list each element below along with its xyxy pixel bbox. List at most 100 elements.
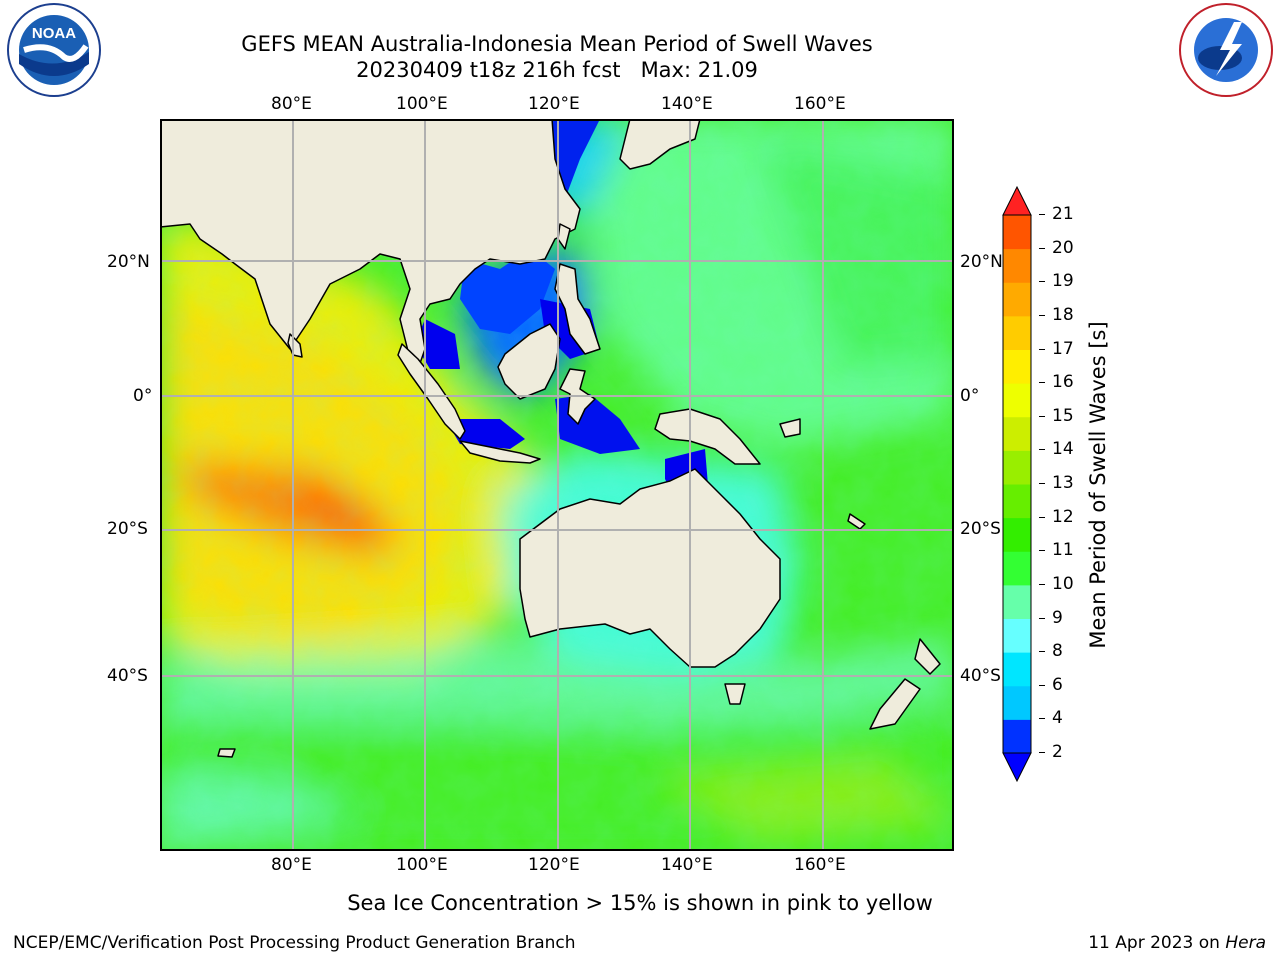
colorbar-segment [1003, 383, 1031, 418]
colorbar-tick-mark [1039, 247, 1045, 249]
colorbar-tick-label: 14 [1052, 439, 1074, 460]
colorbar-tick-mark [1039, 617, 1045, 619]
colorbar-segment [1003, 315, 1031, 350]
colorbar-tick-mark [1039, 516, 1045, 518]
colorbar-segment [1003, 517, 1031, 552]
noaa-logo: NOAA [4, 2, 104, 102]
lat-tick-label: 20°N [960, 252, 1003, 272]
colorbar-tick-mark [1039, 348, 1045, 350]
sumatra [397, 343, 466, 440]
colorbar-tick-label: 19 [1052, 271, 1074, 292]
lon-tick-label: 160°E [794, 855, 846, 875]
lon-tick-label: 80°E [271, 94, 312, 114]
lat-tick-label: 20°N [107, 252, 150, 272]
colorbar-segment [1003, 282, 1031, 317]
lon-tick-label: 80°E [271, 855, 312, 875]
map-frame [160, 119, 954, 851]
new-zealand-north [914, 638, 941, 675]
colorbar-tick-label: 2 [1052, 742, 1063, 762]
colorbar-segment [1003, 551, 1031, 586]
colorbar-segment [1003, 416, 1031, 451]
land [159, 118, 941, 758]
colorbar-tick-label: 10 [1052, 573, 1074, 594]
colorbar-segment [1003, 248, 1031, 283]
pacific-island [779, 418, 801, 438]
colorbar-tick-label: 16 [1052, 372, 1074, 393]
colorbar-tick-label: 21 [1052, 204, 1074, 224]
swell-period-map [159, 118, 954, 855]
colorbar-tick-mark [1039, 483, 1045, 484]
colorbar-frame [1002, 214, 1032, 754]
colorbar-segment [1003, 349, 1031, 384]
colorbar-tick-label: 4 [1052, 708, 1063, 729]
colorbar-tick-label: 18 [1052, 304, 1074, 325]
colorbar-tick-mark [1039, 718, 1045, 720]
lon-tick-label: 140°E [661, 855, 713, 875]
lon-tick-label: 120°E [528, 94, 580, 114]
colorbar-tick-mark [1039, 583, 1045, 585]
colorbar-tick-label: 15 [1052, 405, 1074, 426]
lon-tick-label: 100°E [396, 855, 448, 875]
colorbar-tick-label: 6 [1052, 674, 1063, 695]
colorbar-segment [1003, 584, 1031, 619]
colorbar-segment [1003, 719, 1031, 754]
new-guinea [654, 408, 761, 465]
colorbar-tick-label: 20 [1052, 237, 1074, 258]
colorbar-tick-label: 17 [1052, 338, 1074, 359]
colorbar-segment [1003, 484, 1031, 519]
kerguelen-island [217, 748, 236, 758]
title-line-2: 20230409 t18z 216h fcst Max: 21.09 [356, 58, 758, 82]
colorbar-segment [1003, 618, 1031, 653]
tasmania [724, 683, 746, 705]
lat-tick-label: 40°S [960, 666, 1001, 686]
colorbar-extend-high [1002, 185, 1032, 216]
footer-host: Hera [1225, 933, 1266, 953]
nws-logo [1176, 2, 1276, 102]
sri-lanka [287, 333, 303, 358]
colorbar-tick-label: 8 [1052, 641, 1063, 662]
colorbar-segment [1003, 652, 1031, 687]
colorbar-tick-label: 9 [1052, 607, 1063, 628]
colorbar-tick-mark [1039, 281, 1045, 283]
colorbar-extend-low [1002, 752, 1032, 783]
colorbar-tick-mark [1039, 314, 1045, 316]
colorbar-tick-label: 13 [1052, 473, 1074, 493]
colorbar-tick-mark [1039, 382, 1045, 384]
lat-tick-label: 0° [960, 386, 980, 406]
lon-tick-label: 160°E [794, 94, 846, 114]
lon-tick-label: 120°E [528, 855, 580, 875]
borneo [497, 323, 561, 400]
lat-tick-label: 0° [133, 386, 153, 406]
lat-tick-label: 40°S [107, 666, 148, 686]
colorbar-segment [1003, 685, 1031, 720]
footer-date-text: 11 Apr 2023 on [1088, 933, 1226, 953]
noaa-logo-text: NOAA [32, 25, 76, 42]
lon-tick-label: 100°E [396, 94, 448, 114]
colorbar-tick-label: 11 [1052, 540, 1074, 561]
colorbar-tick-mark [1039, 752, 1045, 753]
japan [619, 118, 701, 170]
colorbar-tick-mark [1039, 214, 1045, 215]
australia [519, 468, 781, 668]
colorbar-tick-mark [1039, 550, 1045, 552]
colorbar-tick-label: 12 [1052, 506, 1074, 527]
footer-date: 11 Apr 2023 on Hera [1088, 932, 1266, 954]
colorbar-tick-mark [1039, 415, 1045, 417]
new-zealand-south [869, 678, 921, 730]
colorbar-tick-mark [1039, 651, 1045, 653]
lat-tick-label: 20°S [107, 519, 148, 539]
lat-tick-label: 20°S [960, 519, 1001, 539]
colorbar-tick-mark [1039, 684, 1045, 686]
colorbar-segment [1003, 215, 1031, 250]
colorbar-segment [1003, 450, 1031, 485]
title-line-1: GEFS MEAN Australia-Indonesia Mean Perio… [241, 32, 873, 56]
colorbar [995, 185, 1035, 789]
footer-credit: NCEP/EMC/Verification Post Processing Pr… [13, 933, 576, 953]
colorbar-label: Mean Period of Swell Waves [s] [1086, 321, 1110, 649]
colorbar-tick-mark [1039, 449, 1045, 451]
lon-tick-label: 140°E [661, 94, 713, 114]
java [459, 440, 541, 464]
gridlines [160, 119, 954, 851]
sea-ice-note: Sea Ice Concentration > 15% is shown in … [347, 891, 933, 915]
philippines [554, 263, 601, 355]
